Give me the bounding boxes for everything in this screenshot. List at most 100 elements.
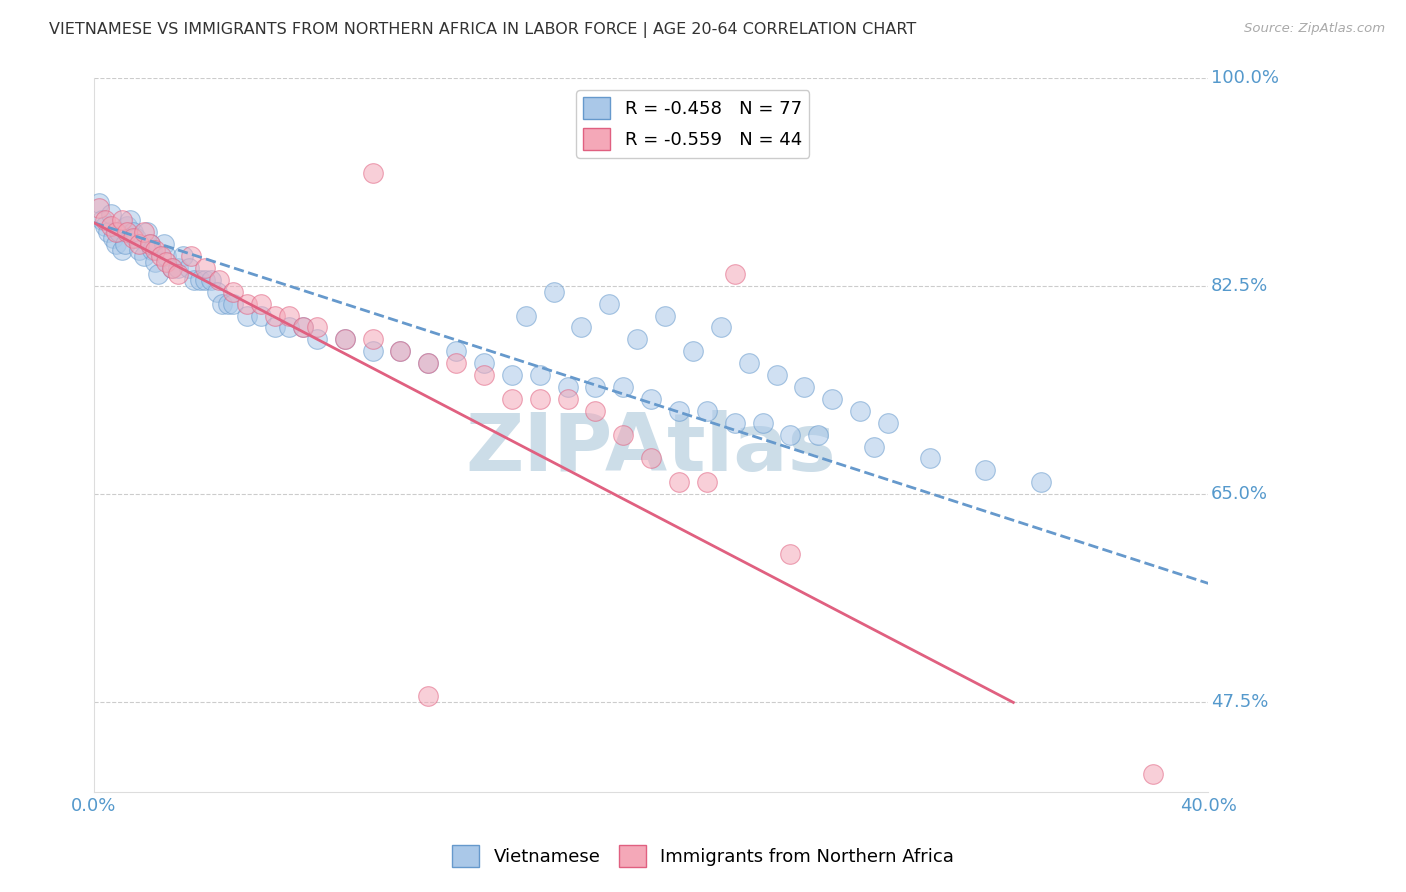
Point <box>120 213 142 227</box>
Point <box>143 243 166 257</box>
Point <box>122 231 145 245</box>
Text: 100.0%: 100.0% <box>1211 69 1278 87</box>
Point <box>108 225 131 239</box>
Point <box>205 285 228 299</box>
Point <box>138 237 160 252</box>
Point <box>779 427 801 442</box>
Point <box>194 273 217 287</box>
Point <box>444 344 467 359</box>
Point <box>418 690 440 704</box>
Point <box>89 202 111 216</box>
Point <box>333 332 356 346</box>
Point <box>640 392 662 406</box>
Point <box>166 260 188 275</box>
Point <box>155 249 177 263</box>
Point <box>155 255 177 269</box>
Point <box>571 320 593 334</box>
Point <box>305 332 328 346</box>
Point <box>105 237 128 252</box>
Point <box>111 243 134 257</box>
Point <box>1142 767 1164 781</box>
Text: 47.5%: 47.5% <box>1211 693 1268 712</box>
Point <box>501 368 523 383</box>
Point <box>807 427 830 442</box>
Point <box>305 320 328 334</box>
Text: Source: ZipAtlas.com: Source: ZipAtlas.com <box>1244 22 1385 36</box>
Point <box>418 356 440 370</box>
Text: 65.0%: 65.0% <box>1211 485 1268 503</box>
Point <box>389 344 412 359</box>
Point <box>444 356 467 370</box>
Point <box>264 320 287 334</box>
Point <box>94 219 117 234</box>
Point <box>529 368 551 383</box>
Point <box>111 213 134 227</box>
Point <box>626 332 648 346</box>
Point <box>974 463 997 477</box>
Text: VIETNAMESE VS IMMIGRANTS FROM NORTHERN AFRICA IN LABOR FORCE | AGE 20-64 CORRELA: VIETNAMESE VS IMMIGRANTS FROM NORTHERN A… <box>49 22 917 38</box>
Point <box>128 243 150 257</box>
Point <box>188 273 211 287</box>
Point <box>177 260 200 275</box>
Point <box>863 440 886 454</box>
Point <box>724 267 747 281</box>
Point <box>501 392 523 406</box>
Point <box>180 249 202 263</box>
Point <box>138 237 160 252</box>
Point <box>143 255 166 269</box>
Point <box>333 332 356 346</box>
Point <box>751 416 773 430</box>
Point <box>361 344 384 359</box>
Point <box>849 404 872 418</box>
Point <box>472 356 495 370</box>
Point <box>103 231 125 245</box>
Text: 82.5%: 82.5% <box>1211 277 1268 295</box>
Point <box>598 296 620 310</box>
Point <box>200 273 222 287</box>
Point <box>125 231 148 245</box>
Point <box>264 309 287 323</box>
Point <box>583 380 606 394</box>
Point <box>128 237 150 252</box>
Point <box>793 380 815 394</box>
Point <box>222 296 245 310</box>
Point <box>236 296 259 310</box>
Point <box>217 296 239 310</box>
Point <box>557 392 579 406</box>
Point <box>236 309 259 323</box>
Point <box>557 380 579 394</box>
Point <box>132 225 155 239</box>
Point <box>183 273 205 287</box>
Point <box>583 404 606 418</box>
Point <box>122 225 145 239</box>
Point <box>682 344 704 359</box>
Point <box>543 285 565 299</box>
Point <box>724 416 747 430</box>
Point <box>94 213 117 227</box>
Text: ZIPAtlas: ZIPAtlas <box>465 410 837 488</box>
Point <box>696 475 718 490</box>
Point <box>418 356 440 370</box>
Point <box>250 296 273 310</box>
Point <box>172 249 194 263</box>
Point <box>640 451 662 466</box>
Point <box>132 249 155 263</box>
Point <box>194 260 217 275</box>
Point <box>668 404 690 418</box>
Point <box>361 332 384 346</box>
Point <box>135 225 157 239</box>
Point <box>765 368 787 383</box>
Point <box>149 249 172 263</box>
Point <box>515 309 537 323</box>
Legend: Vietnamese, Immigrants from Northern Africa: Vietnamese, Immigrants from Northern Afr… <box>444 838 962 874</box>
Point <box>877 416 900 430</box>
Point <box>100 219 122 234</box>
Legend: R = -0.458   N = 77, R = -0.559   N = 44: R = -0.458 N = 77, R = -0.559 N = 44 <box>576 90 810 158</box>
Point <box>291 320 314 334</box>
Point <box>654 309 676 323</box>
Point <box>141 243 163 257</box>
Point <box>472 368 495 383</box>
Point <box>529 392 551 406</box>
Point <box>211 296 233 310</box>
Point <box>278 320 301 334</box>
